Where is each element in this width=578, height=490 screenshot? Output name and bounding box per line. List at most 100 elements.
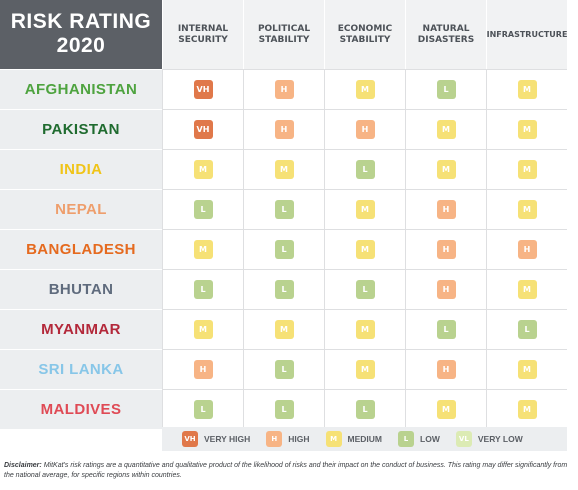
row-background — [162, 269, 567, 309]
rating-badge: L — [193, 199, 213, 219]
rating-badge: M — [517, 399, 537, 419]
rating-cell: L — [324, 269, 405, 309]
rating-cell: H — [324, 109, 405, 149]
rating-cell: H — [243, 109, 324, 149]
rating-cell: L — [324, 149, 405, 189]
table-row: NEPAL L L M H M — [0, 189, 578, 229]
rating-badge: M — [274, 319, 294, 339]
rating-badge: M — [517, 279, 537, 299]
legend-badge: VL — [455, 431, 472, 447]
rating-badge: M — [436, 159, 456, 179]
rating-cell: L — [243, 189, 324, 229]
column-header: NATURAL DISASTERS — [405, 0, 486, 69]
rating-badge: L — [274, 199, 294, 219]
rating-cell: M — [324, 189, 405, 229]
table-row: AFGHANISTAN VH H M L M — [0, 69, 578, 109]
country-label: PAKISTAN — [0, 109, 162, 149]
rating-cell: M — [486, 189, 567, 229]
rating-cell: M — [162, 309, 243, 349]
rating-badge: H — [355, 119, 375, 139]
column-header: ECONOMIC STABILITY — [324, 0, 405, 69]
rating-cell: M — [324, 309, 405, 349]
legend-badge: VH — [182, 431, 198, 447]
rating-cell: L — [162, 389, 243, 429]
rating-cell: L — [243, 269, 324, 309]
rating-badge: M — [193, 159, 213, 179]
rating-badge: M — [355, 79, 375, 99]
legend-label: HIGH — [288, 434, 310, 444]
rating-badge: L — [517, 319, 537, 339]
rating-badge: M — [355, 319, 375, 339]
row-background — [162, 349, 567, 389]
rating-badge: H — [436, 279, 456, 299]
legend-item: VH VERY HIGH — [182, 431, 250, 447]
column-header-line-1: POLITICAL — [257, 23, 311, 34]
column-header-line-2: DISASTERS — [417, 34, 475, 45]
rating-badge: L — [436, 79, 456, 99]
table-row: PAKISTAN VH H H M M — [0, 109, 578, 149]
table-row: MALDIVES L L L M M — [0, 389, 578, 429]
rating-badge: VH — [193, 119, 213, 139]
country-label: MALDIVES — [0, 389, 162, 429]
rating-cell: L — [486, 309, 567, 349]
column-header-line-1: ECONOMIC — [337, 23, 393, 34]
rating-badge: M — [193, 319, 213, 339]
legend: VH VERY HIGH H HIGH M MEDIUM L LOW VL VERY LOW — [162, 427, 567, 451]
rating-cell: VH — [162, 69, 243, 109]
table-row: BANGLADESH M L M H H — [0, 229, 578, 269]
country-label: BANGLADESH — [0, 229, 162, 269]
rating-badge: M — [355, 239, 375, 259]
legend-label: LOW — [420, 434, 440, 444]
rating-badge: H — [436, 359, 456, 379]
rating-cell: L — [243, 389, 324, 429]
column-header-line-2: STABILITY — [339, 34, 391, 45]
rating-cell: M — [324, 69, 405, 109]
country-label: NEPAL — [0, 189, 162, 229]
rating-badge: M — [274, 159, 294, 179]
rating-cell: M — [486, 269, 567, 309]
rating-badge: M — [517, 199, 537, 219]
legend-item: L LOW — [398, 431, 440, 447]
rating-badge: L — [193, 279, 213, 299]
legend-item: VL VERY LOW — [455, 431, 523, 447]
row-background — [162, 189, 567, 229]
rating-cell: L — [162, 189, 243, 229]
rating-cell: L — [405, 69, 486, 109]
rating-badge: L — [355, 159, 375, 179]
rating-cell: M — [405, 389, 486, 429]
column-header-line-1: INTERNAL — [177, 23, 229, 34]
rating-badge: M — [436, 119, 456, 139]
legend-badge: H — [266, 431, 283, 447]
column-header: INTERNAL SECURITY — [162, 0, 243, 69]
rating-badge: L — [274, 399, 294, 419]
rating-cell: L — [243, 229, 324, 269]
rating-badge: L — [355, 399, 375, 419]
rating-cell: M — [486, 389, 567, 429]
country-label: MYANMAR — [0, 309, 162, 349]
title-line-1: RISK RATING — [10, 10, 152, 33]
rating-badge: H — [193, 359, 213, 379]
rating-cell: L — [405, 309, 486, 349]
rating-cell: M — [162, 229, 243, 269]
row-background — [162, 109, 567, 149]
rating-cell: H — [486, 229, 567, 269]
rating-badge: L — [274, 239, 294, 259]
legend-label: VERY HIGH — [204, 434, 251, 444]
rating-cell: M — [162, 149, 243, 189]
legend-label: MEDIUM — [347, 434, 383, 444]
column-header-line-1: NATURAL — [422, 23, 470, 34]
rating-cell: H — [243, 69, 324, 109]
column-header: POLITICAL STABILITY — [243, 0, 324, 69]
rating-badge: VH — [193, 79, 213, 99]
rating-cell: L — [324, 389, 405, 429]
column-header-line-2: SECURITY — [178, 34, 228, 45]
rating-cell: H — [405, 189, 486, 229]
country-label: AFGHANISTAN — [0, 69, 162, 109]
rating-cell: H — [405, 349, 486, 389]
rating-badge: M — [355, 199, 375, 219]
rating-cell: M — [405, 149, 486, 189]
legend-badge: M — [325, 431, 342, 447]
title-line-2: 2020 — [56, 34, 106, 57]
legend-item: M MEDIUM — [325, 431, 383, 447]
rating-badge: M — [193, 239, 213, 259]
